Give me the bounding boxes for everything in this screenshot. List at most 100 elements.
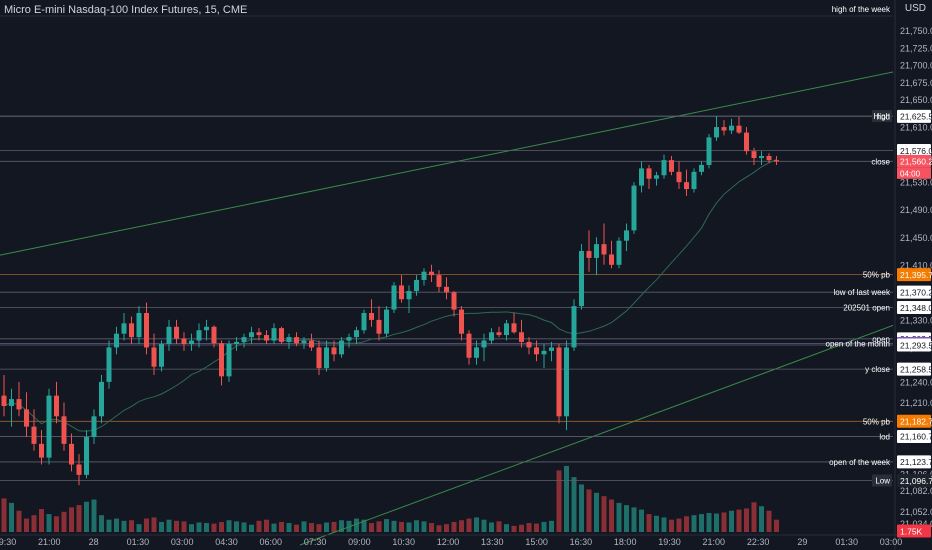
volume-bar: [204, 523, 209, 532]
x-tick-label: 13:30: [481, 537, 504, 547]
candle-body: [69, 443, 74, 465]
countdown-bg: [897, 167, 931, 179]
candle-body: [84, 436, 89, 475]
level-label-box: [872, 474, 892, 487]
volume-bar: [646, 514, 652, 532]
candle-body: [631, 185, 637, 231]
level-tag-value: 21,123.75: [900, 457, 932, 467]
candle-body: [354, 330, 359, 338]
volume-bar: [526, 523, 532, 532]
x-tick-label: 01:30: [835, 537, 858, 547]
volume-bar: [429, 523, 434, 532]
volume-bar: [519, 524, 524, 532]
candle-body: [511, 323, 517, 333]
level-tag-bg: [897, 362, 931, 376]
level-tag-value: 21,258.50: [900, 364, 932, 374]
candle-body: [1, 395, 7, 406]
x-tick-label: 07:30: [304, 537, 327, 547]
volume-bar: [496, 521, 502, 532]
candle-body: [376, 319, 382, 334]
volume-bar: [189, 524, 194, 532]
y-tick-label: 21,330.00: [900, 315, 932, 325]
volume-bar: [91, 499, 97, 532]
volume-bar: [391, 520, 397, 532]
volume-bar: [774, 519, 779, 532]
candle-body: [76, 464, 82, 475]
candle-body: [774, 160, 779, 162]
candle-body: [99, 381, 104, 417]
volume-bar: [234, 521, 239, 532]
candle-body: [744, 132, 749, 152]
volume-bar: [541, 521, 547, 532]
level-tag-bg: [897, 143, 931, 157]
volume-bar: [339, 520, 344, 532]
volume-bar: [144, 518, 149, 532]
candle-body: [699, 164, 704, 172]
volume-bar: [399, 521, 404, 532]
candle-body: [421, 271, 427, 280]
volume-bar: [421, 521, 427, 532]
candle-body: [279, 328, 284, 342]
candle-body: [136, 313, 142, 338]
volume-bar: [376, 521, 382, 532]
candle-body: [331, 347, 337, 355]
x-tick-label: 22:30: [747, 537, 770, 547]
level-tag-bg: [897, 429, 931, 443]
candle-body: [54, 395, 59, 417]
y-tick-label: 21,240.00: [900, 377, 932, 387]
candle-body: [459, 309, 464, 334]
volume-bar: [151, 517, 157, 532]
candle-body: [564, 347, 569, 417]
level-label-box: [872, 110, 892, 123]
volume-bar: [534, 523, 539, 532]
candle-body: [31, 426, 37, 444]
candle-body: [211, 326, 217, 344]
level-tag-value: 21,576.00: [900, 146, 932, 156]
level-label: close: [871, 157, 890, 166]
volume-bar: [249, 524, 254, 532]
volume-bar: [511, 525, 517, 532]
volume-bar: [676, 518, 682, 532]
volume-bar: [571, 477, 577, 532]
candle-body: [661, 160, 667, 176]
volume-bar: [616, 502, 622, 532]
candle-body: [324, 347, 329, 369]
volume-bar: [766, 510, 772, 532]
volume-bar: [594, 492, 599, 532]
candle-body: [759, 155, 764, 159]
level-tag-value: 21,560.25: [900, 157, 932, 167]
level-tag-bg: [897, 338, 931, 352]
level-tag-value: 21,370.25: [900, 287, 932, 297]
volume-bar: [316, 524, 322, 532]
candle-body: [174, 326, 179, 339]
volume-bar: [211, 523, 217, 532]
level-tag-bg: [897, 300, 931, 314]
candle-body: [684, 182, 689, 190]
x-tick-label: 29: [797, 537, 807, 547]
candle-body: [346, 337, 352, 341]
candle-body: [586, 251, 592, 258]
currency-label[interactable]: USD: [904, 3, 926, 14]
candle-body: [474, 347, 479, 358]
candle-body: [294, 337, 299, 344]
candle-body: [534, 347, 539, 355]
volume-bar: [654, 515, 659, 532]
level-label: open of the month: [826, 339, 891, 348]
level-label: open of the week: [829, 458, 891, 467]
volume-bar: [436, 525, 442, 532]
candle-body: [301, 340, 307, 344]
volume-bar: [579, 484, 584, 532]
volume-bar: [159, 521, 164, 532]
candle-body: [654, 175, 659, 179]
level-tag-bg: [897, 109, 931, 123]
volume-bar: [714, 513, 719, 532]
level-label: lod: [879, 432, 890, 441]
level-tag-value: 21,348.00: [900, 303, 932, 313]
volume-bar: [84, 501, 89, 532]
candle-body: [151, 347, 157, 367]
level-tag-bg: [897, 524, 931, 538]
x-tick-label: 03:00: [880, 537, 903, 547]
candle-body: [414, 279, 419, 291]
